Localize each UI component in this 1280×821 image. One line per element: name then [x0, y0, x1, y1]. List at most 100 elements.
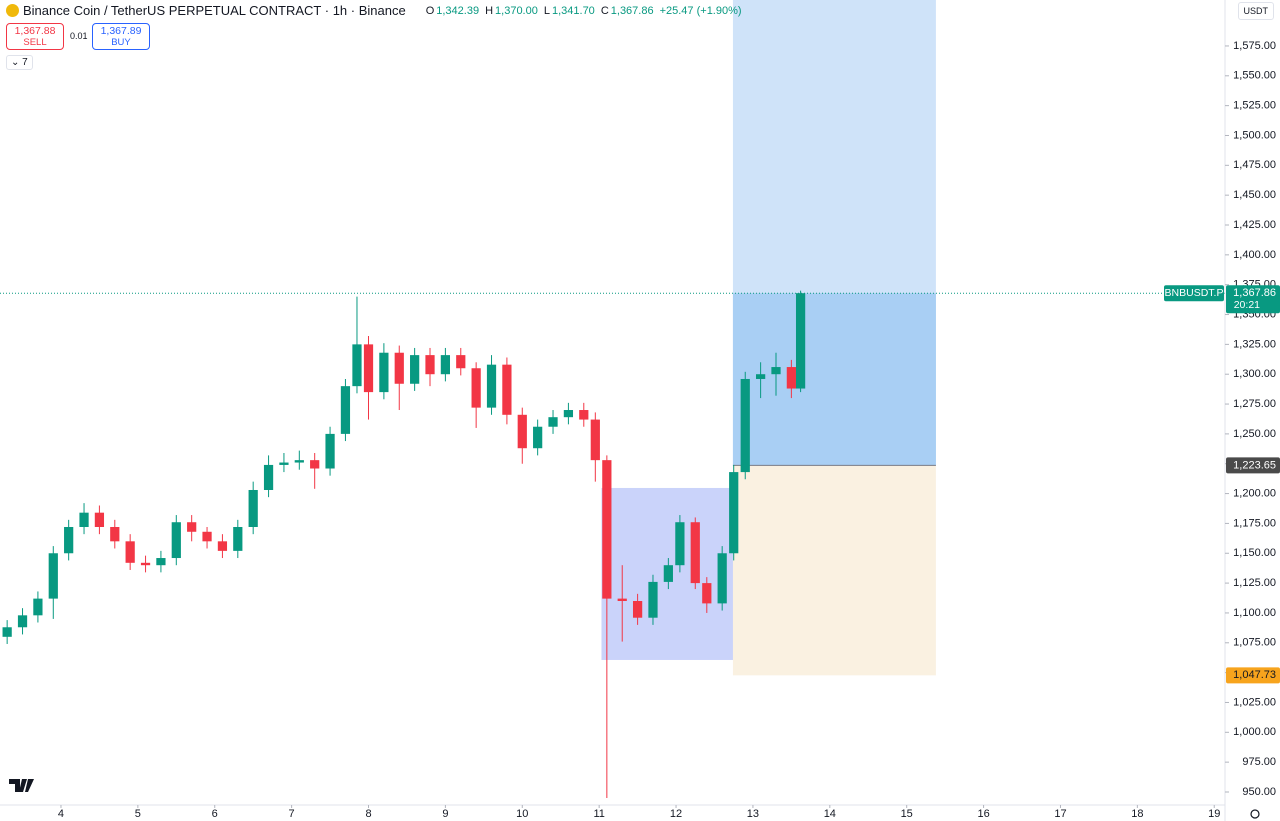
y-tick-label: 1,475.00 [1233, 159, 1276, 171]
y-tick-label: 1,525.00 [1233, 100, 1276, 112]
candle-body [502, 364, 512, 415]
tradingview-logo [9, 779, 34, 792]
y-tick-label: 1,550.00 [1233, 70, 1276, 82]
candle-body [756, 374, 766, 379]
y-tick-label: 950.00 [1242, 786, 1276, 798]
candle-body [217, 541, 228, 551]
candle-body [440, 355, 451, 375]
candle-body [125, 541, 135, 563]
x-tick-label: 12 [670, 808, 682, 820]
symbol-header: Binance Coin / TetherUS PERPETUAL CONTRA… [6, 3, 746, 18]
indicator-count: 7 [22, 57, 28, 68]
y-tick-label: 1,250.00 [1233, 428, 1276, 440]
candle-body [729, 472, 739, 554]
x-tick-label: 19 [1208, 808, 1220, 820]
candle-body [379, 352, 389, 393]
last-price-label: 1,367.86 [1233, 287, 1276, 299]
x-tick-label: 8 [365, 808, 371, 820]
y-tick-label: 1,000.00 [1233, 726, 1276, 738]
ohlc-values: O 1,342.39 H 1,370.00 L 1,341.70 C 1,367.86 +25.… [426, 5, 746, 17]
ohlc-value: 1,341.70 [551, 4, 595, 17]
y-tick-label: 1,125.00 [1233, 577, 1276, 589]
x-tick-label: 10 [516, 808, 528, 820]
candle-body [64, 526, 74, 554]
x-tick-label: 13 [747, 808, 759, 820]
candle-body [33, 598, 43, 616]
symbol-badge [1164, 285, 1224, 302]
candle-body [187, 522, 197, 532]
candle-body [294, 460, 304, 463]
y-tick-label: 1,450.00 [1233, 189, 1276, 201]
candle-body [663, 565, 673, 582]
candle-body [740, 378, 750, 473]
candle-body [279, 462, 289, 465]
candle-body [590, 419, 600, 461]
active-profit-zone [732, 293, 936, 466]
y-tick-label: 1,300.00 [1233, 368, 1276, 380]
currency-selector[interactable]: USDT [1237, 2, 1274, 20]
candle-body [675, 522, 685, 566]
x-tick-label: 7 [289, 808, 295, 820]
x-tick-label: 11 [593, 808, 604, 820]
candle-body [325, 433, 335, 469]
buy-button[interactable]: 1,367.89 BUY [92, 23, 150, 50]
y-tick-label: 1,275.00 [1233, 398, 1276, 410]
candle-body [632, 601, 643, 618]
stop-badge-label: 1,047.73 [1233, 669, 1276, 681]
ohlc-key: H [485, 4, 494, 17]
y-tick-label: 1,075.00 [1233, 637, 1276, 649]
symbol-title[interactable]: Binance Coin / TetherUS PERPETUAL CONTRA… [23, 3, 406, 18]
ohlc-key: C [600, 4, 609, 17]
sell-price: 1,367.88 [14, 25, 56, 37]
x-tick-label: 16 [977, 808, 989, 820]
buy-price: 1,367.89 [100, 25, 142, 37]
candle-body [2, 627, 12, 637]
candle-body [140, 562, 151, 566]
entry-badge [1226, 457, 1280, 474]
candle-body [110, 526, 120, 542]
candle-body [310, 460, 320, 469]
x-tick-label: 18 [1131, 808, 1143, 820]
candle-body [617, 598, 627, 602]
candle-body [233, 526, 243, 551]
candle-body [486, 364, 497, 408]
x-tick-label: 9 [442, 808, 448, 820]
y-tick-label: 1,150.00 [1233, 547, 1276, 559]
candle-body [17, 615, 28, 628]
y-tick-label: 1,100.00 [1233, 607, 1276, 619]
x-tick-label: 17 [1054, 808, 1066, 820]
candle-body [579, 410, 589, 420]
candle-body [48, 553, 58, 599]
candle-body [717, 553, 727, 604]
y-tick-label: 1,400.00 [1233, 249, 1276, 261]
y-tick-label: 1,500.00 [1233, 129, 1276, 141]
x-tick-label: 14 [824, 808, 836, 820]
x-tick-label: 5 [135, 808, 141, 820]
y-tick-label: 1,175.00 [1233, 517, 1276, 529]
x-tick-label: 4 [58, 808, 64, 820]
candle-body [156, 558, 166, 566]
y-tick-label: 1,325.00 [1233, 338, 1276, 350]
candle-body [94, 512, 105, 527]
candle-body [456, 355, 466, 369]
candle-body [363, 344, 374, 393]
candle-body [563, 410, 574, 418]
symbol-badge-label: BNBUSDT.P [1165, 287, 1224, 299]
ohlc-key: O [425, 4, 435, 17]
sell-label: SELL [23, 37, 47, 48]
y-tick-label: 975.00 [1242, 756, 1276, 768]
candle-body [533, 426, 543, 449]
candle-body [352, 344, 362, 387]
settings-icon [1250, 809, 1260, 819]
candle-body [517, 414, 527, 449]
ohlc-key: L [543, 4, 550, 17]
sell-button[interactable]: 1,367.88 SELL [6, 23, 64, 50]
candle-body [771, 367, 781, 375]
stop-badge [1226, 667, 1280, 684]
candle-body [786, 367, 796, 389]
coin-logo [6, 4, 19, 17]
last-price-badge [1226, 285, 1280, 314]
indicators-toggle[interactable]: ⌄ 7 [6, 55, 33, 70]
